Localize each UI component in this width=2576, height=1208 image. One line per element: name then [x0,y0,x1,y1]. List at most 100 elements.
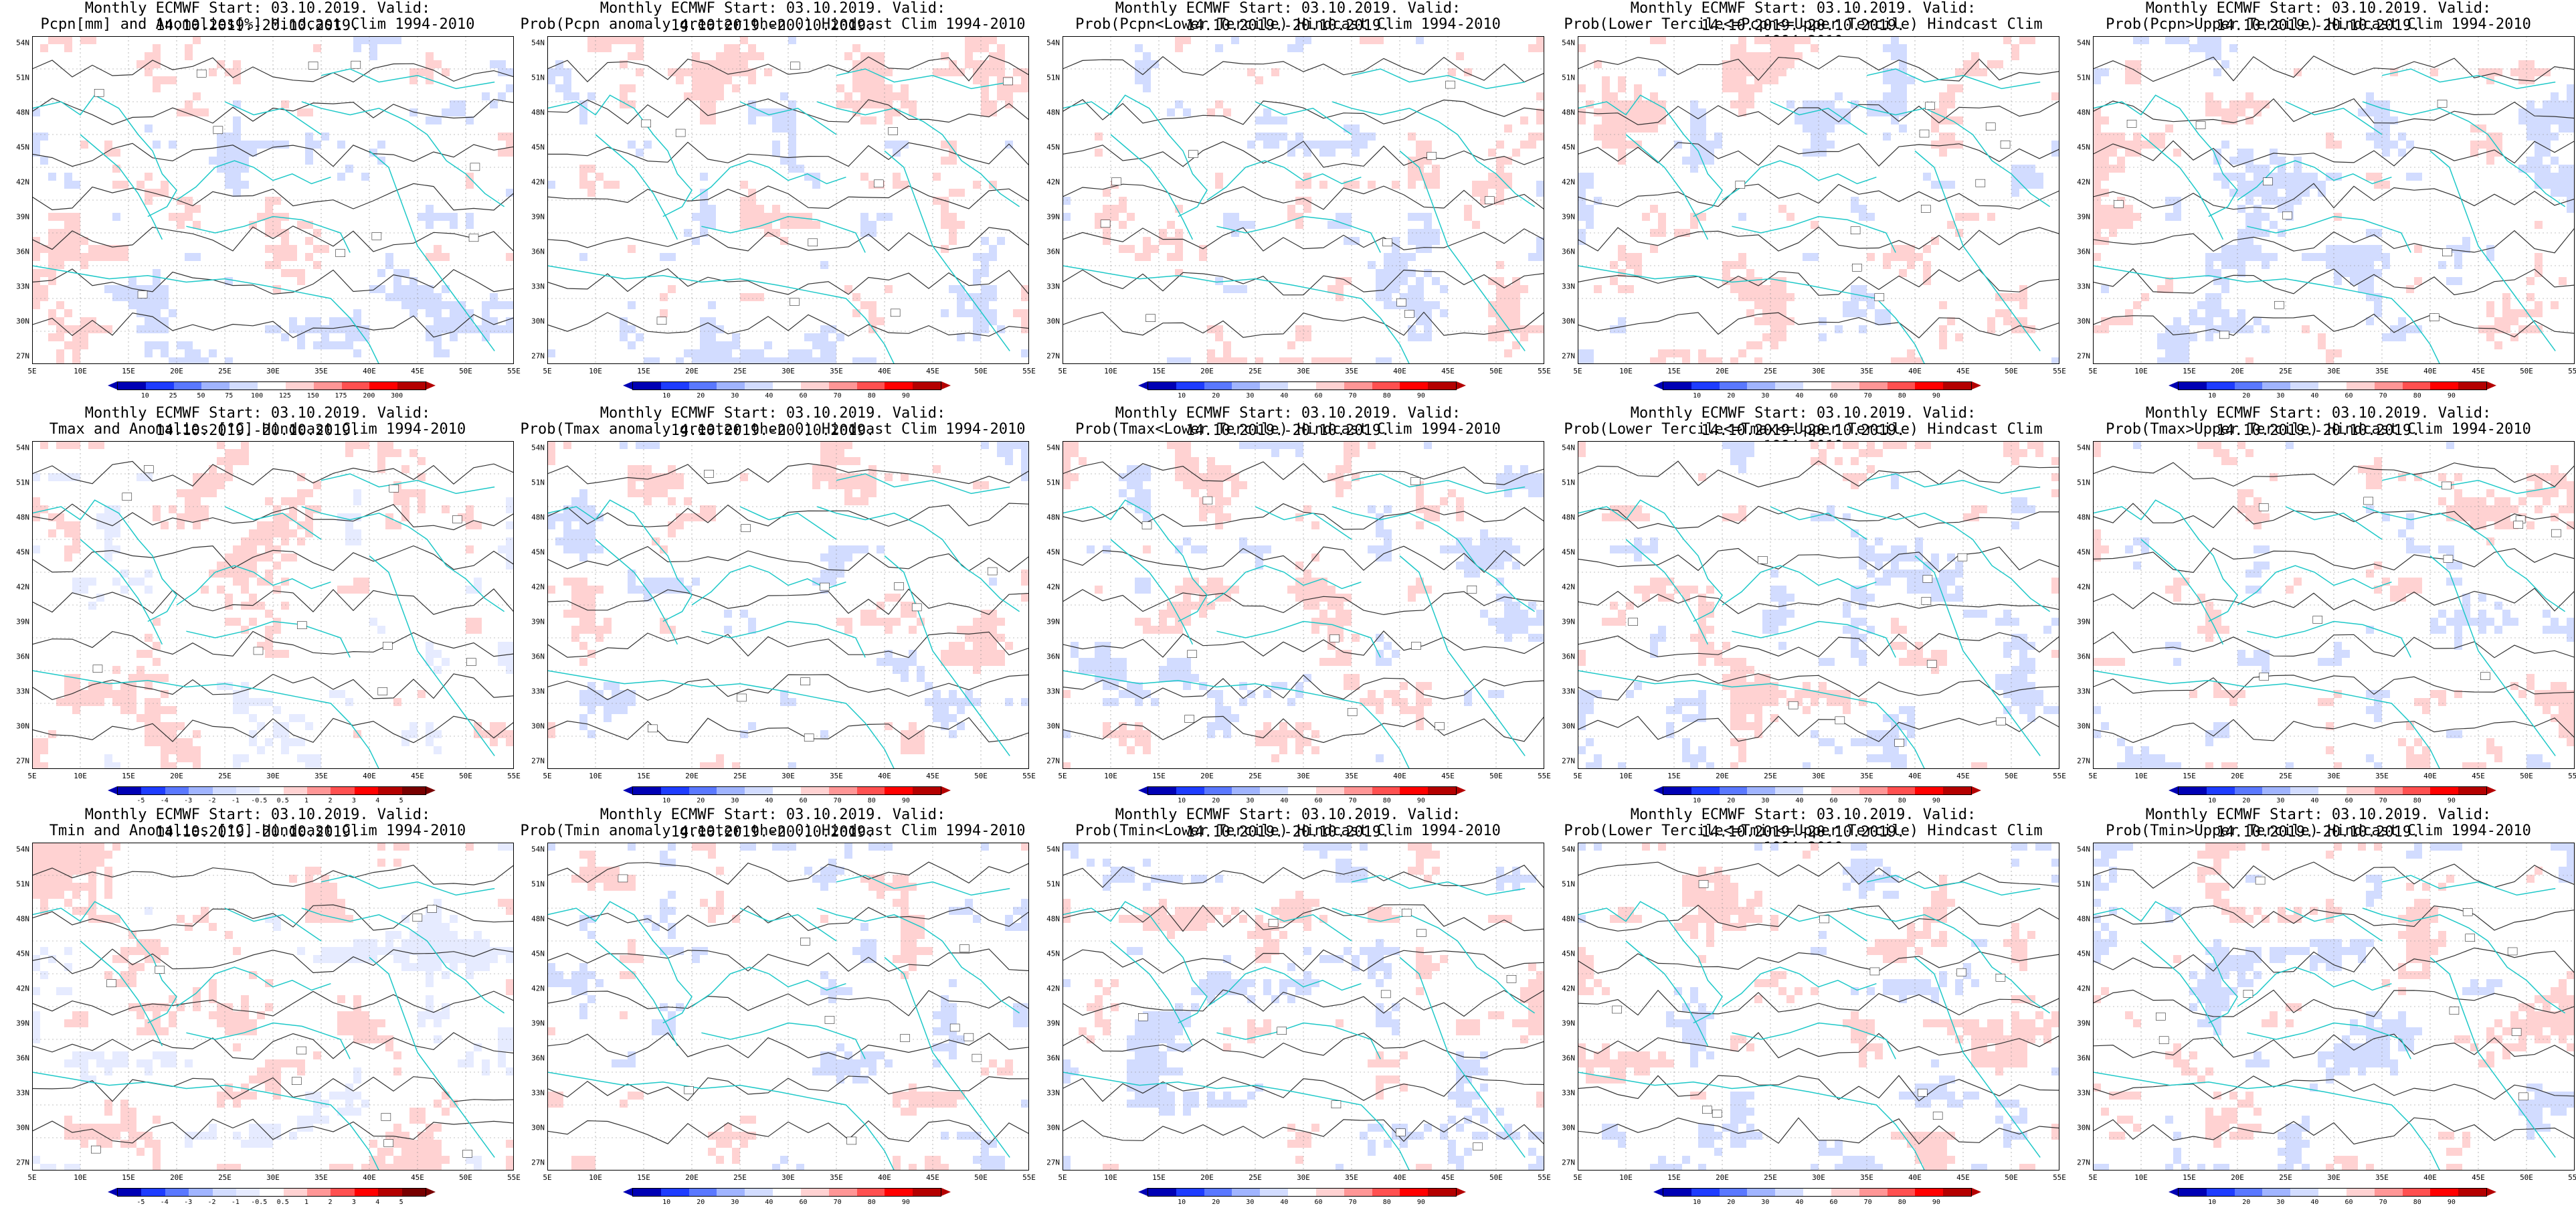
lon-tick-label: 15E [637,367,650,375]
colorbar-tick-label: 60 [800,392,808,400]
lon-tick-label: 25E [2279,1173,2292,1182]
map-panel: Monthly ECMWF Start: 03.10.2019. Valid: … [1546,0,2061,402]
colorbar-cell [1232,787,1260,794]
lat-tick-label: 36N [518,1054,545,1063]
lat-tick-label: 27N [518,352,545,361]
colorbar-tick-label: 30 [2276,1199,2284,1206]
lat-tick-label: 39N [2063,618,2090,626]
lon-tick-label: 40E [1393,367,1406,375]
colorbar-cell [189,787,212,794]
lon-tick-label: 35E [1860,1173,1873,1182]
colorbar-cell [1859,382,1888,390]
map-panel: Monthly ECMWF Start: 03.10.2019. Valid: … [2061,0,2576,402]
colorbar-tick-label: 0.5 [277,797,289,804]
colorbar-tick-label: 90 [1932,797,1940,804]
lon-tick-label: 30E [781,1173,795,1182]
colorbar-cell [1232,1189,1260,1196]
colorbar-cell [118,787,141,794]
colorbar-tick-label: 30 [2276,392,2284,400]
lon-tick-label: 30E [1297,772,1310,780]
colorbar [632,381,941,390]
lon-tick-label: 50E [2005,772,2018,780]
colorbar-cell [355,1189,378,1196]
lat-tick-label: 33N [3,1089,29,1098]
lon-tick-label: 10E [1619,367,1633,375]
colorbar-cell [1831,382,1859,390]
colorbar-cell [369,382,397,390]
lon-tick-label: 10E [2134,1173,2148,1182]
colorbar-cell [2403,382,2431,390]
lon-tick-label: 25E [1249,772,1262,780]
lon-tick-label: 40E [2423,772,2437,780]
colorbar-cell [2347,787,2375,794]
colorbar-cell [1803,787,1831,794]
lat-tick-label: 33N [2063,687,2090,696]
lon-tick-label: 35E [1345,367,1358,375]
lat-tick-label: 42N [1548,178,1575,187]
colorbar-cell [689,1189,717,1196]
colorbar-tick-label: 60 [1830,392,1838,400]
colorbar-tick-label: 10 [1693,797,1701,804]
lat-tick-label: 51N [1033,74,1060,82]
colorbar-cell [165,1189,189,1196]
lat-tick-label: 45N [3,143,29,152]
colorbar-cell [1400,382,1428,390]
colorbar-cell [885,1189,913,1196]
colorbar-tick-label: 70 [2379,797,2387,804]
lon-tick-label: 25E [218,367,232,375]
lat-tick-label: 45N [1033,143,1060,152]
lon-tick-label: 50E [2520,1173,2533,1182]
colorbar-cell [2179,382,2207,390]
colorbar-tick-label: 175 [335,392,347,400]
colorbar-tick-label: 90 [902,1199,910,1206]
colorbar-tick-label: 40 [765,1199,773,1206]
map-panel: Monthly ECMWF Start: 03.10.2019. Valid: … [0,405,515,806]
colorbar-arrow-low [108,381,117,390]
lat-tick-label: 30N [2063,1124,2090,1132]
colorbar-cell [1888,1189,1916,1196]
colorbar-tick-label: 40 [765,392,773,400]
lat-tick-label: 36N [518,653,545,661]
colorbar-cell [2403,787,2431,794]
colorbar-cell [885,787,913,794]
colorbar-cell [2375,382,2403,390]
map-panel: Monthly ECMWF Start: 03.10.2019. Valid: … [1030,806,1546,1208]
map-panel: Monthly ECMWF Start: 03.10.2019. Valid: … [0,806,515,1208]
colorbar [117,1188,426,1197]
colorbar-tick-label: 60 [1315,797,1323,804]
lat-tick-label: 27N [2063,352,2090,361]
lat-tick-label: 30N [1033,317,1060,326]
colorbar [1147,381,1457,390]
colorbar-tick-label: -4 [161,1199,169,1206]
lat-tick-label: 48N [2063,513,2090,522]
lat-tick-label: 33N [2063,1089,2090,1098]
lat-tick-label: 30N [518,1124,545,1132]
lat-tick-label: 39N [1033,618,1060,626]
forecast-field [547,441,1029,769]
lat-tick-label: 51N [518,74,545,82]
lat-tick-label: 33N [3,687,29,696]
lon-tick-label: 50E [459,367,472,375]
lon-tick-label: 35E [1345,1173,1358,1182]
lon-tick-label: 25E [1764,772,1777,780]
colorbar-cell [745,382,773,390]
colorbar-tick-label: 90 [2448,1199,2456,1206]
lon-tick-label: 40E [363,1173,376,1182]
lon-tick-label: 40E [2423,1173,2437,1182]
colorbar-cell [402,787,426,794]
forecast-field [547,36,1029,364]
colorbar-cell [2235,382,2263,390]
lon-tick-label: 5E [1573,1173,1582,1182]
forecast-field [32,36,514,364]
colorbar-cell [1428,787,1456,794]
lon-tick-label: 40E [363,772,376,780]
colorbar-arrow-high [941,786,951,794]
lat-tick-label: 39N [2063,1019,2090,1028]
colorbar-cell [378,787,401,794]
